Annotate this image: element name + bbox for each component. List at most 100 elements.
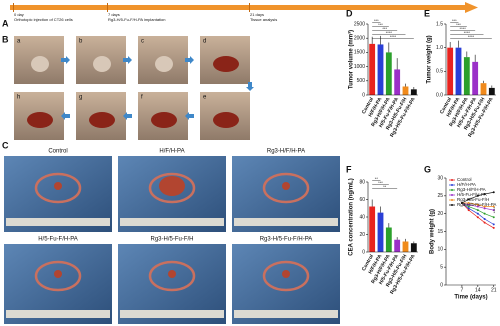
point [467, 209, 470, 212]
bar [385, 227, 392, 252]
tissue [213, 56, 239, 72]
y-tick-label: 2000 [354, 36, 365, 42]
timeline-tick [13, 3, 14, 12]
point [467, 207, 470, 210]
ruler [234, 310, 338, 318]
point [476, 212, 479, 215]
sig-label: **** [464, 30, 471, 35]
ruler [120, 218, 224, 226]
legend-label: Rg3-H/5-Fu-F/H-PA [457, 202, 496, 207]
bar [394, 239, 401, 252]
bar [402, 86, 409, 95]
timeline-bar [10, 5, 465, 10]
sig-label: **** [468, 34, 475, 39]
sig-label: ** [383, 184, 387, 189]
specimen [148, 260, 196, 292]
bar [480, 83, 487, 95]
y-tick-label: 1000 [354, 64, 365, 70]
specimen [34, 172, 82, 204]
tumor [54, 182, 62, 190]
point [483, 212, 486, 215]
specimen [148, 172, 196, 204]
flow-arrow [185, 56, 194, 64]
bar [472, 61, 479, 95]
point [467, 205, 470, 208]
point [476, 203, 479, 206]
point [492, 205, 495, 208]
tissue [27, 112, 53, 128]
sig-label: *** [378, 22, 383, 27]
timeline-time: 0 day [14, 12, 24, 17]
y-tick-label: 1.5 [436, 21, 443, 27]
photo-label: e [203, 95, 207, 101]
y-axis-label: Body weight (g) [430, 209, 436, 254]
y-tick-label: 0 [362, 249, 365, 255]
point [467, 203, 470, 206]
legend-marker [451, 199, 453, 201]
photo-title: H/F/H-PA [159, 149, 184, 155]
legend-label: Control [457, 177, 472, 182]
ruler [6, 218, 110, 226]
tissue [93, 56, 111, 72]
legend-label: H/5-Fu-F/H-PA [457, 192, 487, 197]
legend-marker [451, 194, 453, 196]
timeline-time: 21 days [250, 12, 264, 17]
y-tick-label: 60 [359, 197, 365, 203]
legend-label: Rg3-H/5-Fu-F/H [457, 197, 489, 202]
sig-label: *** [374, 18, 379, 23]
bar [463, 57, 470, 95]
panel-label: E [424, 8, 430, 18]
y-tick-label: 0 [362, 92, 365, 98]
flow-arrow [123, 56, 132, 64]
point [460, 201, 463, 204]
y-tick-label: 5 [440, 264, 443, 270]
tissue [155, 56, 173, 72]
flow-arrow [61, 56, 70, 64]
y-tick-label: 0.0 [436, 92, 443, 98]
y-tick-label: 40 [359, 214, 365, 220]
ruler [234, 218, 338, 226]
tissue [213, 112, 239, 128]
point [476, 216, 479, 219]
y-tick-label: 2500 [354, 21, 365, 27]
sig-label: *** [382, 26, 387, 31]
y-tick-label: 20 [359, 232, 365, 238]
sig-label: *** [452, 18, 457, 23]
timeline-event: Tissue analysis [250, 17, 277, 22]
photo-label: c [141, 39, 144, 45]
point [483, 221, 486, 224]
flow-arrow [246, 82, 254, 91]
photo-title: Rg3-H/5-Fu-F/H [150, 237, 193, 243]
point [492, 223, 495, 226]
bar [447, 47, 454, 95]
photo-label: g [79, 95, 82, 101]
bar [385, 52, 392, 95]
point [492, 191, 495, 194]
point [483, 218, 486, 221]
sig-label: *** [378, 180, 383, 185]
tumor [168, 270, 176, 278]
y-tick-label: 0.5 [436, 69, 443, 75]
photo-title: H/5-Fu-F/H-PA [38, 237, 78, 243]
panel-label: F [346, 164, 352, 174]
point [483, 193, 486, 196]
tumor [159, 176, 185, 196]
sig-label: **** [386, 30, 393, 35]
legend-marker [451, 204, 453, 206]
tissue [31, 56, 49, 72]
timeline-tick [107, 3, 108, 12]
tissue [89, 112, 115, 128]
y-tick-label: 1500 [354, 50, 365, 56]
timeline-event: Rg3-H/5-Fu-F/H-PA implantation [108, 17, 166, 22]
panel-label: C [2, 140, 9, 150]
point [467, 198, 470, 201]
photo-label: d [203, 39, 206, 45]
legend-marker [451, 189, 453, 191]
y-tick-label: 10 [437, 247, 443, 253]
panel-label: D [346, 8, 353, 18]
legend-marker [451, 179, 453, 181]
point [483, 207, 486, 210]
tissue-photos: Control H/F/H-PA Rg3-H/F/H-PA H/5-Fu-F/H-PA… [4, 149, 340, 324]
flow-arrow [185, 112, 194, 120]
tissue [151, 112, 177, 128]
